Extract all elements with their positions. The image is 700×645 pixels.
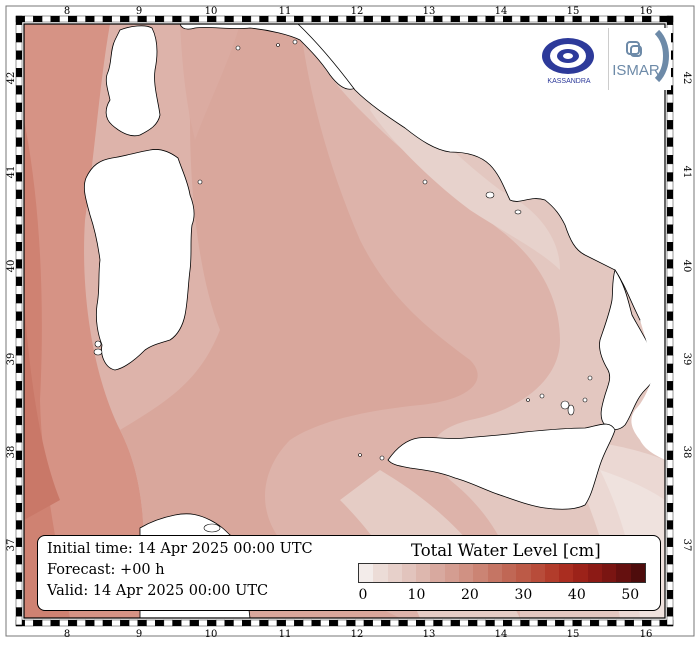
colorbar-swatch <box>444 564 460 582</box>
colorbar-tick-label: 40 <box>567 587 586 603</box>
latitude-label-left: 38 <box>6 446 17 459</box>
latitude-label-left: 39 <box>6 353 17 366</box>
ismar-logo: ISMAR <box>608 28 671 90</box>
valid-time-text: Valid: 14 Apr 2025 00:00 UTC <box>47 583 269 599</box>
longitude-label-top: 10 <box>205 6 218 17</box>
longitude-labels-bottom: 8 9 10 11 12 13 14 15 16 <box>64 629 653 640</box>
latitude-label-right: 42 <box>681 72 692 85</box>
latitude-label-right: 39 <box>681 353 692 366</box>
forecast-text: Forecast: +00 h <box>47 562 165 578</box>
plot-frame <box>23 23 666 619</box>
colorbar-tick-label: 0 <box>358 587 368 603</box>
longitude-label-bottom: 15 <box>567 629 580 640</box>
ismar-logo-text: ISMAR <box>612 62 660 79</box>
kassandra-logo-text: KASSANDRA <box>547 78 591 85</box>
colorbar-tick-label: 20 <box>461 587 479 603</box>
latitude-label-right: 41 <box>681 166 692 179</box>
longitude-label-bottom: 16 <box>640 629 653 640</box>
longitude-label-top: 16 <box>640 6 653 17</box>
longitude-label-bottom: 8 <box>64 629 70 640</box>
colorbar-swatch <box>602 564 617 582</box>
colorbar-swatch <box>430 564 445 582</box>
longitude-label-bottom: 13 <box>423 629 436 640</box>
colorbar-title: Total Water Level [cm] <box>411 541 601 560</box>
longitude-label-top: 15 <box>567 6 580 17</box>
latitude-label-left: 40 <box>6 260 17 273</box>
colorbar-swatch <box>359 564 374 582</box>
outer-border <box>5 5 695 637</box>
initial-time-text: Initial time: 14 Apr 2025 00:00 UTC <box>47 541 313 557</box>
latitude-labels-left: 42 41 40 39 38 37 <box>6 72 17 552</box>
kassandra-logo: KASSANDRA <box>530 28 608 90</box>
longitude-label-top: 11 <box>279 6 292 17</box>
latitude-label-left: 42 <box>6 72 17 85</box>
longitude-label-top: 8 <box>64 6 70 17</box>
longitude-label-bottom: 9 <box>136 629 142 640</box>
kassandra-logo-graphic: KASSANDRA <box>542 38 594 85</box>
colorbar-swatch <box>501 564 517 582</box>
longitude-label-top: 9 <box>136 6 142 17</box>
colorbar-tick-label: 50 <box>621 587 640 603</box>
info-legend-box: Initial time: 14 Apr 2025 00:00 UTC Fore… <box>37 535 661 611</box>
colorbar-swatch <box>473 564 488 582</box>
colorbar-swatch <box>387 564 402 582</box>
corsica <box>105 25 161 137</box>
ismar-logo-graphic: ISMAR <box>612 29 669 83</box>
colorbar-swatch <box>487 564 502 582</box>
longitude-label-top: 13 <box>423 6 436 17</box>
longitude-label-top: 12 <box>351 6 364 17</box>
colorbar-tick-label: 10 <box>407 587 426 603</box>
longitude-label-top: 14 <box>495 6 508 17</box>
latitude-label-left: 41 <box>6 166 17 179</box>
latitude-labels-right: 42 41 40 39 38 37 <box>681 72 692 552</box>
colorbar-swatch <box>630 564 645 582</box>
longitude-label-bottom: 12 <box>351 629 364 640</box>
colorbar-swatch <box>416 564 431 582</box>
sea-surface <box>24 24 665 618</box>
colorbar-swatch <box>459 564 474 582</box>
longitude-label-bottom: 11 <box>279 629 292 640</box>
colorbar-swatch <box>516 564 531 582</box>
latitude-label-right: 38 <box>681 446 692 459</box>
longitude-label-bottom: 14 <box>495 629 508 640</box>
latitude-label-left: 37 <box>6 539 17 552</box>
latitude-label-right: 37 <box>681 539 692 552</box>
colorbar-swatch <box>530 564 545 582</box>
longitude-label-bottom: 10 <box>205 629 218 640</box>
colorbar-swatch <box>401 564 417 582</box>
colorbar <box>358 563 646 583</box>
colorbar-swatch <box>616 564 631 582</box>
colorbar-swatch <box>573 564 588 582</box>
colorbar-swatch <box>373 564 388 582</box>
colorbar-swatch <box>587 564 603 582</box>
latitude-label-right: 40 <box>681 260 692 273</box>
colorbar-swatch <box>559 564 574 582</box>
colorbar-tick-label: 30 <box>514 587 533 603</box>
frame-dashes <box>15 15 674 627</box>
sicily <box>387 423 616 510</box>
colorbar-swatch <box>544 564 560 582</box>
sardinia <box>83 149 195 371</box>
longitude-labels-top: 8 9 10 11 12 13 14 15 16 <box>64 6 653 17</box>
